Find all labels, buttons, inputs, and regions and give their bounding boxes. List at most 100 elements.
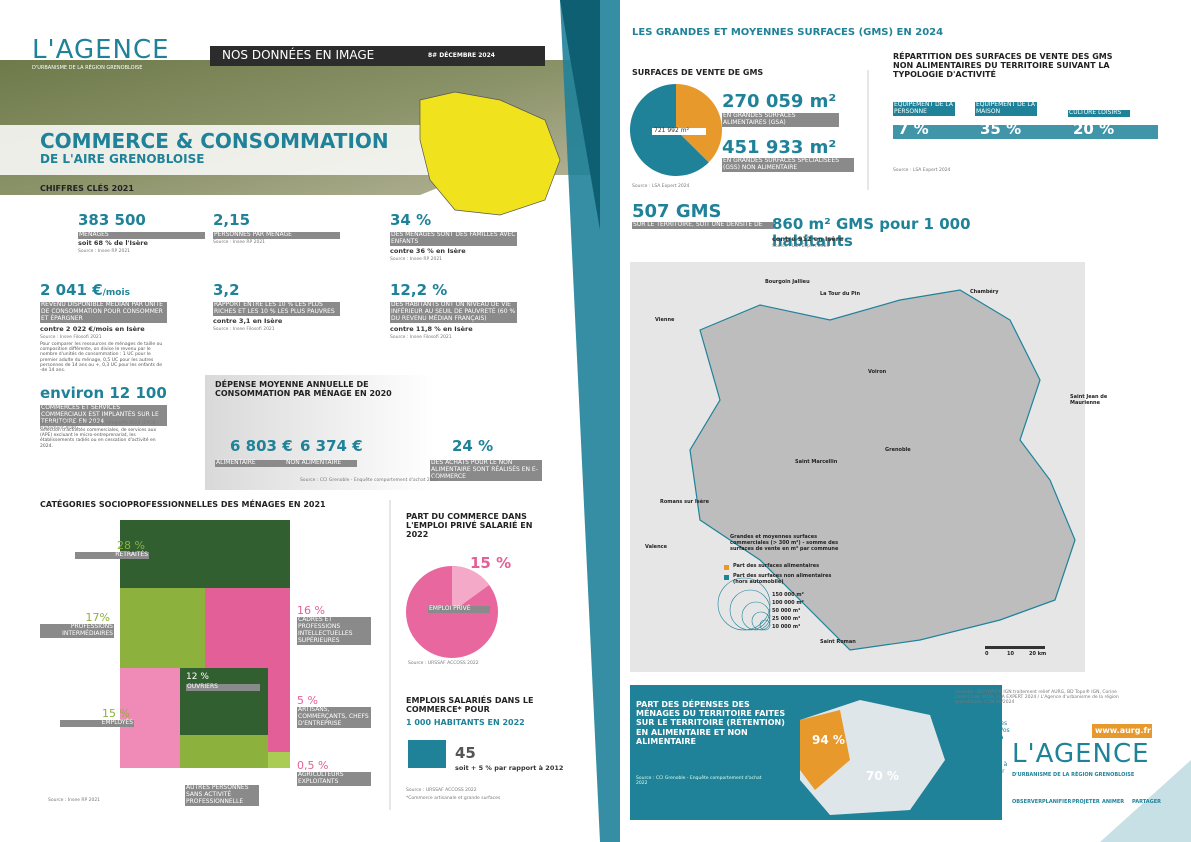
key-label: COMMERCES ET SERVICES COMMERCIAUX EST IM… — [40, 404, 167, 426]
key-source: Source : Insee RP 2021 — [78, 249, 131, 254]
logo-subtitle: D'URBANISME DE LA RÉGION GRENOBLOISE — [32, 65, 143, 71]
logo-subtitle: D'URBANISME DE LA RÉGION GRENOBLOISE — [1012, 772, 1135, 778]
spending-label: DES ACHATS POUR LE NON ALIMENTAIRE SONT … — [430, 459, 542, 481]
csp-value: 17% — [85, 611, 110, 624]
cell-employes — [120, 668, 180, 768]
key-label: DES HABITANTS ONT UN NIVEAU DE VIE INFÉR… — [390, 301, 517, 323]
csp-label: CADRES ET PROFESSIONS INTELLECTUELLES SU… — [297, 616, 371, 645]
map-place: Bourgoin Jallieu — [765, 279, 810, 285]
key-source: Source : INSEE Sirène 2024 / Infogreffe … — [40, 421, 159, 432]
category-label: EMPLOI PRIVÉ — [428, 605, 490, 613]
spending-value: 24 % — [452, 437, 494, 455]
nav-item: PARTAGER — [1132, 799, 1161, 805]
map-place: Saint Jean de Maurienne — [1070, 394, 1108, 406]
fold-band — [560, 0, 620, 842]
cell-autres — [180, 735, 268, 768]
csp-value: 15 % — [102, 707, 130, 720]
typology-heading: RÉPARTITION DES SURFACES DE VENTE DES GM… — [893, 52, 1113, 80]
fold-shadow — [560, 0, 600, 230]
chart-title: PART DU COMMERCE DANS L'EMPLOI PRIVÉ SAL… — [406, 512, 533, 540]
map-legend-title: Grandes et moyennes surfaces commerciale… — [730, 534, 839, 552]
csp-source: Source : Insee RP 2021 — [48, 798, 101, 803]
spending-value: 6 803 € — [230, 437, 293, 455]
pie-slice — [676, 84, 723, 163]
key-label: DES MÉNAGES SONT DES FAMILLES AVEC ENFAN… — [390, 231, 517, 246]
jobs-heading: 1 000 HABITANTS EN 2022 — [406, 718, 525, 727]
spending-box — [205, 375, 435, 490]
map-scale: 0 — [985, 651, 989, 657]
spending-heading: DÉPENSE MOYENNE ANNUELLE DE CONSOMMATION… — [215, 380, 392, 399]
key-note: Pour comparer les ressources de ménages … — [40, 342, 163, 373]
key-value: 383 500 — [78, 211, 146, 229]
map-place: Vienne — [655, 317, 675, 323]
subtitle: DE L'AIRE GRENOBLOISE — [40, 152, 205, 166]
legend-circle — [717, 577, 771, 631]
key-value: 12,2 % — [390, 281, 448, 299]
chart-source: Source : LSA Expert 2024 — [632, 184, 690, 189]
map-size: 25 000 m² — [772, 616, 801, 622]
key-label: RAPPORT ENTRE LES 10 % LES PLUS RICHES E… — [213, 301, 340, 316]
key-source: Source : Insee RP 2021 — [390, 257, 443, 262]
map-legend-item: Part des surfaces alimentaires — [733, 563, 820, 569]
key-compare: contre 36 % en Isère — [390, 247, 466, 255]
scale-bar — [985, 646, 1045, 649]
nav-item: OBSERVER — [1012, 799, 1043, 805]
csp-value: 0,5 % — [297, 759, 329, 772]
unit: /mois — [102, 288, 130, 298]
retention-food: 94 % — [812, 733, 845, 747]
title: COMMERCE & CONSOMMATION — [40, 129, 389, 153]
key-compare: contre 11,8 % en Isère — [390, 325, 473, 333]
value-label: 451 933 m² — [722, 137, 837, 158]
nav-item: PLANIFIER — [1042, 799, 1072, 805]
csp-label: OUVRIERS — [186, 683, 260, 691]
key-value: 2,15 — [213, 211, 251, 229]
map-place: Chambéry — [970, 289, 999, 295]
csp-label: ARTISANS, COMMERÇANTS, CHEFS D'ENTREPRIS… — [297, 706, 371, 728]
csp-value: 16 % — [297, 604, 325, 617]
section-heading: CHIFFRES CLÉS 2021 — [40, 184, 134, 193]
jobs-footnote: *Commerce artisanale et grande surfaces — [406, 796, 501, 801]
csp-label: EMPLOYÉS — [60, 719, 134, 727]
chart-title: SURFACES DE VENTE DE GMS — [632, 68, 764, 77]
gms-count: 507 GMS — [632, 201, 722, 222]
typology-source: Source : LSA Expert 2024 — [893, 168, 951, 173]
key-note: Sélection d'activités commerciales, de s… — [40, 428, 157, 449]
cell-ouvriers — [180, 668, 268, 735]
territory-map — [419, 91, 561, 216]
legend-circle — [729, 589, 771, 631]
key-value: 2 041 €/mois — [40, 281, 130, 299]
map-credit: Sources : BD-TOPO® IGN traitement relief… — [955, 690, 1119, 706]
key-compare: contre 3,1 en Isère — [213, 317, 283, 325]
key-label: PERSONNES PAR MÉNAGE — [213, 231, 340, 239]
typology-label: ÉQUIPEMENT DE LA PERSONNE — [893, 101, 955, 116]
total-label: 721 992 m² — [652, 127, 706, 135]
spending-value: 6 374 € — [300, 437, 363, 455]
key-source: Source : Insee Filosofi 2021 — [40, 335, 102, 340]
nav-item: ANIMER — [1102, 799, 1125, 805]
value-label: 270 059 m² — [722, 91, 837, 112]
cell-artisans — [268, 668, 290, 752]
map-place: Grenoble — [885, 447, 911, 453]
banner — [210, 46, 545, 66]
map-size: 150 000 m² — [772, 592, 804, 598]
map-size: 50 000 m² — [772, 608, 801, 614]
map-size: 100 000 m² — [772, 600, 804, 606]
value-label: 15 % — [470, 554, 512, 572]
url-badge — [1092, 724, 1152, 738]
map-place: Voiron — [868, 369, 887, 375]
banner-issue: 8# DÉCEMBRE 2024 — [428, 52, 495, 59]
logo: L'AGENCE — [1012, 739, 1150, 769]
spending-source: Source : CCI Grenoble - Enquête comporte… — [300, 478, 439, 483]
section-heading: CATÉGORIES SOCIOPROFESSIONNELLES DES MÉN… — [40, 500, 326, 509]
legend-circle — [751, 611, 771, 631]
chart-source: Source : URSSAF ACCOSS 2022 — [408, 661, 479, 666]
legend-swatch — [724, 575, 729, 580]
nav-item: PROJETER — [1072, 799, 1100, 805]
typology-label: CULTURE LOISIRS — [1068, 109, 1130, 117]
key-source: Source : Insee Filosofi 2021 — [390, 335, 452, 340]
legend-circle — [759, 619, 771, 631]
right-title: LES GRANDES ET MOYENNES SURFACES (GMS) E… — [632, 27, 944, 38]
legend-swatch — [724, 565, 729, 570]
key-label: MÉNAGES — [78, 231, 205, 239]
